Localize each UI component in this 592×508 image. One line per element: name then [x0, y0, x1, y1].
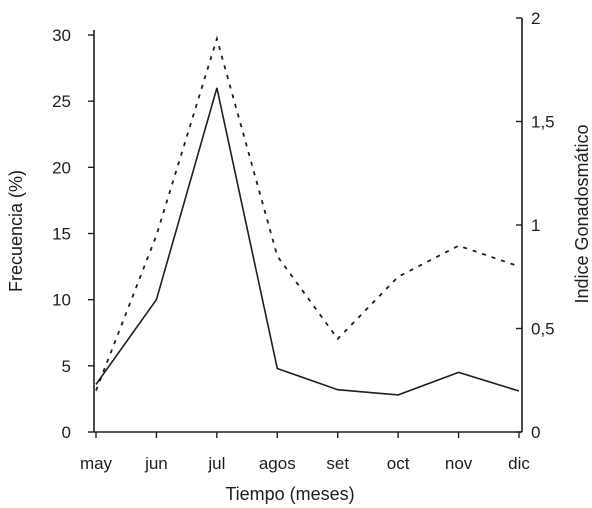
y-left-tick-label: 5	[62, 357, 71, 376]
y-left-tick-label: 25	[52, 92, 71, 111]
y-right-tick-label: 0	[531, 423, 540, 442]
series-layer	[95, 35, 520, 396]
x-tick-label: jul	[207, 454, 225, 473]
x-tick-label: may	[80, 454, 113, 473]
x-tick-label: dic	[508, 454, 530, 473]
x-axis-title: Tiempo (meses)	[225, 484, 354, 504]
y-left-tick-label: 10	[52, 291, 71, 310]
y-axis-left-ticks: 0 5 10 15 20 25 30	[52, 26, 94, 442]
y-axis-left-title: Frecuencia (%)	[6, 170, 26, 292]
series-line-dotted	[95, 35, 520, 391]
y-right-tick-label: 1	[531, 216, 540, 235]
y-right-tick-label: 0,5	[531, 320, 555, 339]
y-right-tick-label: 1,5	[531, 113, 555, 132]
x-tick-label: set	[326, 454, 349, 473]
x-tick-label: nov	[445, 454, 473, 473]
y-axis-right-ticks: 0 0,5 1 1,5 2	[516, 9, 555, 442]
y-left-tick-label: 20	[52, 158, 71, 177]
x-tick-label: oct	[387, 454, 410, 473]
x-tick-label: agos	[259, 454, 296, 473]
x-tick-label: jun	[144, 454, 168, 473]
y-right-tick-label: 2	[531, 9, 540, 28]
y-left-tick-label: 0	[62, 423, 71, 442]
x-axis-ticks: may jun jul agos set oct nov dic	[80, 432, 530, 473]
y-left-tick-label: 30	[52, 26, 71, 45]
y-axis-right-title: Indice Gonadosmático	[572, 124, 592, 303]
y-left-tick-label: 15	[52, 225, 71, 244]
series-line-solid	[95, 87, 520, 396]
